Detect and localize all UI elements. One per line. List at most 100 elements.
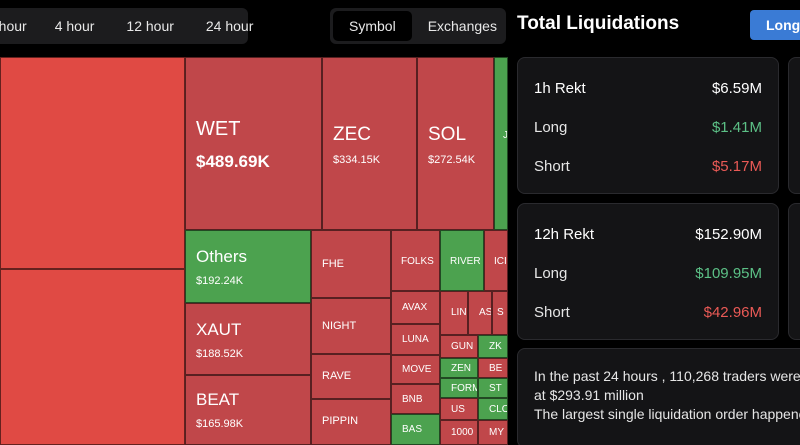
tab-24-hour[interactable]: 24 hour [205, 18, 254, 34]
treemap-cell-s[interactable]: S [492, 291, 508, 335]
tab-12-hour[interactable]: 12 hour [126, 18, 174, 34]
cell-symbol: SOL [428, 124, 467, 145]
card-header-row: 12h Rekt $152.90M [534, 226, 762, 243]
treemap-cell-j[interactable]: J [494, 57, 508, 230]
cell-symbol: MOVE [402, 364, 432, 375]
treemap-cell-xaut[interactable]: XAUT $188.52K [185, 303, 311, 375]
long-label: Long [534, 265, 568, 282]
cell-symbol: CLO [489, 404, 508, 415]
cell-symbol: RAVE [322, 370, 352, 382]
tab-exchanges[interactable]: Exchanges [427, 18, 497, 34]
long-value: $109.95M [695, 265, 762, 282]
card-total: $152.90M [695, 226, 762, 243]
cell-value: $272.54K [428, 154, 476, 166]
cell-value: $188.52K [196, 348, 244, 360]
treemap-cell-second[interactable] [0, 269, 185, 445]
cell-symbol: ST [489, 383, 502, 394]
cell-symbol: RIVER [450, 256, 481, 267]
short-label: Short [534, 158, 570, 175]
total-liquidations-title: Total Liquidations [517, 13, 680, 34]
treemap-cell-ici[interactable]: ICI [484, 230, 508, 291]
cell-symbol: AVAX [402, 302, 428, 313]
card-short-row: Short $42.96M [534, 304, 762, 321]
treemap-cell-fhe[interactable]: FHE [311, 230, 391, 298]
rekt-card-24h-partial [788, 203, 800, 340]
cell-symbol: J [503, 130, 508, 141]
cell-symbol: LIN [451, 307, 467, 318]
cell-symbol: BNB [402, 394, 423, 405]
treemap-cell-1000[interactable]: 1000 [440, 420, 478, 445]
treemap-cell-folks[interactable]: FOLKS [391, 230, 440, 291]
cell-symbol: FOLKS [401, 256, 434, 267]
short-value: $5.17M [711, 158, 762, 175]
summary-line-3: The largest single liquidation order hap… [534, 406, 800, 422]
short-label: Short [534, 304, 570, 321]
treemap-cell-zk[interactable]: ZK [478, 335, 508, 358]
tab-1-hour-label: 1 hour [0, 18, 27, 34]
treemap-cell-move[interactable]: MOVE [391, 355, 440, 384]
treemap-cell-night[interactable]: NIGHT [311, 298, 391, 354]
card-header-row: 1h Rekt $6.59M [534, 80, 762, 97]
cell-symbol: XAUT [196, 320, 242, 339]
treemap-cell-others[interactable]: Others $192.24K [185, 230, 311, 303]
rekt-card-1h: 1h Rekt $6.59M Long $1.41M Short $5.17M [517, 57, 779, 194]
treemap-cell-st[interactable]: ST [478, 378, 508, 398]
liquidation-treemap: WET $489.69K ZEC $334.15K SOL $272.54K J… [0, 57, 508, 445]
liquidation-summary: In the past 24 hours , 110,268 traders w… [517, 348, 800, 445]
tab-4-hour[interactable]: 4 hour [54, 18, 95, 34]
treemap-cell-beat[interactable]: BEAT $165.98K [185, 375, 311, 445]
treemap-cell-largest[interactable] [0, 57, 185, 269]
long-label: Long [534, 119, 568, 136]
treemap-cell-bnb[interactable]: BNB [391, 384, 440, 414]
card-long-row: Long $1.41M [534, 119, 762, 136]
cell-symbol: US [451, 404, 465, 415]
treemap-cell-as[interactable]: AS [468, 291, 492, 335]
treemap-cell-my[interactable]: MY [478, 420, 508, 445]
treemap-cell-gun[interactable]: GUN [440, 335, 478, 358]
treemap-cell-zen[interactable]: ZEN [440, 358, 478, 378]
cell-symbol: AS [479, 307, 492, 318]
cell-symbol: FORM [451, 383, 478, 394]
treemap-cell-wet[interactable]: WET $489.69K [185, 57, 322, 230]
cell-symbol: ZK [489, 341, 502, 352]
treemap-cell-pippin[interactable]: PIPPIN [311, 399, 391, 445]
card-total: $6.59M [711, 80, 762, 97]
treemap-cell-zec[interactable]: ZEC $334.15K [322, 57, 417, 230]
treemap-cell-luna[interactable]: LUNA [391, 324, 440, 355]
treemap-cell-sol[interactable]: SOL $272.54K [417, 57, 494, 230]
long-button[interactable]: Long [750, 10, 800, 40]
treemap-cell-bas[interactable]: BAS [391, 414, 440, 445]
tab-1-hour[interactable]: 1 hour [0, 11, 39, 41]
card-short-row: Short $5.17M [534, 158, 762, 175]
cell-symbol: GUN [451, 341, 474, 352]
treemap-cell-form[interactable]: FORM [440, 378, 478, 398]
cell-symbol: MY [489, 427, 504, 438]
cell-value: $192.24K [196, 275, 244, 287]
tab-symbol[interactable]: Symbol [333, 11, 412, 41]
treemap-cell-avax[interactable]: AVAX [391, 291, 440, 324]
cell-symbol: ZEC [333, 124, 371, 145]
treemap-cell-clo[interactable]: CLO [478, 398, 508, 420]
view-tabs: Symbol Exchanges [330, 8, 506, 44]
treemap-cell-be[interactable]: BE [478, 358, 508, 378]
cell-symbol: Others [196, 247, 248, 266]
treemap-cell-rave[interactable]: RAVE [311, 354, 391, 399]
time-range-tabs: 1 hour 4 hour 12 hour 24 hour [0, 8, 253, 44]
cell-symbol: BE [489, 363, 503, 374]
cell-symbol: S [497, 307, 504, 318]
treemap-cell-lin[interactable]: LIN [440, 291, 468, 335]
card-long-row: Long $109.95M [534, 265, 762, 282]
card-title: 12h Rekt [534, 226, 595, 243]
cell-symbol: ZEN [451, 363, 471, 374]
cell-value: $334.15K [333, 154, 381, 166]
cell-symbol: ICI [494, 256, 507, 267]
short-value: $42.96M [703, 304, 762, 321]
rekt-card-4h-partial [788, 57, 800, 194]
cell-symbol: PIPPIN [322, 415, 359, 427]
cell-symbol: BEAT [196, 390, 240, 409]
treemap-cell-river[interactable]: RIVER [440, 230, 484, 291]
cell-symbol: LUNA [402, 334, 429, 345]
treemap-cell-us[interactable]: US [440, 398, 478, 420]
summary-line-2: at $293.91 million [534, 387, 644, 403]
cell-value: $165.98K [196, 418, 244, 430]
